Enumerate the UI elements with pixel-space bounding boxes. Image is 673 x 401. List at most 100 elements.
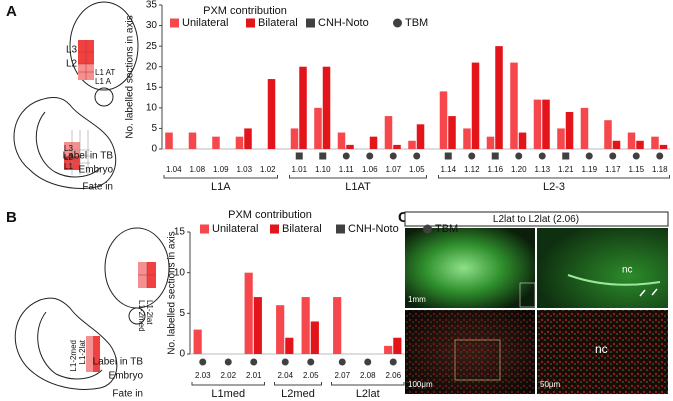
marker	[632, 152, 640, 160]
marker	[366, 152, 374, 160]
bar	[333, 297, 342, 354]
row-label: Embryo	[109, 371, 144, 382]
legend-label: CNH-Noto	[318, 17, 369, 29]
row-label: Label in TB	[63, 151, 114, 162]
bar	[276, 305, 285, 354]
image-title-box	[404, 211, 669, 227]
bar	[627, 132, 636, 149]
legend-label: Unilateral	[182, 17, 228, 29]
diagram-label: L2	[66, 59, 78, 70]
embryo-label: 1.15	[628, 165, 644, 174]
embryo-label: 1.12	[464, 165, 480, 174]
marker	[562, 152, 570, 160]
bar	[369, 136, 378, 149]
diagram-label: L1 AT	[95, 68, 115, 77]
micrograph-texture	[537, 310, 668, 394]
marker	[656, 152, 664, 160]
bar	[267, 79, 276, 149]
fate-label: L2med	[281, 388, 315, 400]
image-label: nc	[622, 265, 633, 276]
group-bracket	[274, 382, 322, 386]
bar	[580, 107, 589, 149]
bar	[612, 140, 621, 149]
marker	[609, 152, 617, 160]
image-label: nc	[595, 342, 608, 356]
embryo-label: 1.21	[558, 165, 574, 174]
legend-swatch	[246, 18, 255, 28]
diagram-a: L3 L2 L1 AT L1 A L3 L2 L1	[13, 1, 139, 189]
marker	[306, 18, 315, 28]
diagram-label: L1 A	[95, 77, 112, 86]
row-label: Fate in	[82, 182, 113, 193]
embryo-label: 1.08	[189, 165, 205, 174]
bar	[322, 66, 331, 149]
embryo-label: 1.06	[362, 165, 378, 174]
legend-swatch	[200, 224, 209, 234]
embryo-label: 2.03	[195, 371, 211, 380]
embryo-label: 1.10	[315, 165, 331, 174]
marker	[250, 358, 258, 366]
embryo-label: 1.04	[166, 165, 182, 174]
embryo-label: 1.02	[260, 165, 276, 174]
embryo-label: 1.03	[236, 165, 252, 174]
fate-label: L1A	[211, 181, 231, 193]
bar	[346, 144, 354, 149]
panel-letter: B	[6, 209, 17, 226]
bar	[165, 132, 173, 149]
legend-label: TBM	[405, 17, 428, 29]
embryo-label: 1.05	[409, 165, 425, 174]
y-tick-label: 5	[179, 308, 185, 319]
marker	[585, 152, 593, 160]
marker	[307, 358, 315, 366]
y-tick-label: 20	[146, 61, 158, 72]
bar	[659, 144, 668, 149]
group-bracket	[191, 382, 265, 386]
panel-letter: C	[398, 209, 409, 226]
embryo-label: 1.20	[511, 165, 527, 174]
y-tick-label: 10	[174, 267, 186, 278]
marker	[364, 358, 372, 366]
marker	[342, 152, 350, 160]
bar	[384, 116, 393, 149]
embryo-label: 1.11	[339, 165, 355, 174]
bar	[416, 124, 425, 149]
embryo-label: 1.01	[291, 165, 307, 174]
embryo-label: 1.18	[652, 165, 668, 174]
embryo-label: 2.07	[334, 371, 350, 380]
diagram-label: L3	[66, 45, 78, 56]
bar	[244, 272, 253, 354]
marker	[336, 224, 345, 234]
bar	[393, 144, 401, 149]
bar	[408, 140, 416, 149]
marker	[338, 358, 346, 366]
bar	[495, 46, 503, 150]
diagram-label: L2	[64, 153, 73, 162]
bar	[193, 329, 202, 354]
marker	[199, 358, 207, 366]
bar	[486, 136, 495, 149]
marker	[491, 152, 499, 160]
bar	[471, 62, 480, 149]
bar	[518, 132, 527, 149]
embryo-label: 2.01	[246, 371, 262, 380]
bar	[651, 136, 659, 149]
bar	[337, 132, 346, 149]
y-tick-label: 15	[174, 227, 186, 238]
fate-label: L2lat	[356, 388, 380, 400]
scale-bar-label: 50μm	[540, 380, 561, 389]
bar	[463, 128, 471, 149]
bar	[510, 62, 518, 149]
diagram-b: L1-2lat L1-2med L1-2lat L1-2med	[14, 227, 170, 390]
marker	[389, 358, 397, 366]
row-label: Fate in	[112, 389, 143, 400]
diagram-label: L1-2lat	[78, 339, 87, 364]
embryo-label: 1.19	[581, 165, 597, 174]
bar	[301, 297, 310, 354]
group-bracket	[289, 175, 427, 179]
y-tick-label: 15	[146, 82, 158, 93]
bar	[244, 128, 252, 149]
marker	[413, 152, 421, 160]
bar	[212, 136, 220, 149]
embryo-label: 1.14	[440, 165, 456, 174]
